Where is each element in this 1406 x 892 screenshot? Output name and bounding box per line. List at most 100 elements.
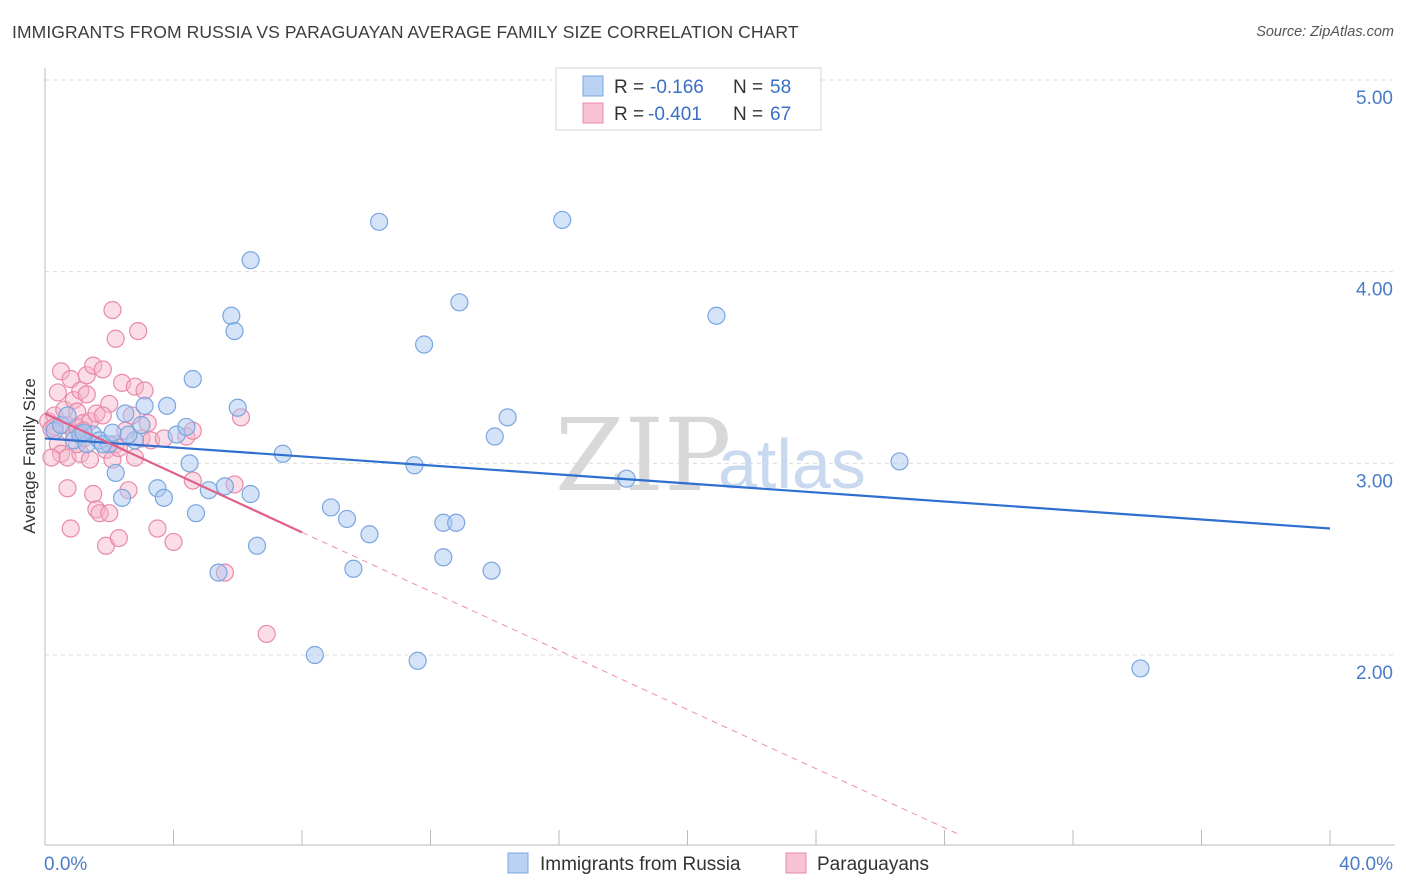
russia-point — [890, 452, 909, 471]
russia-point — [116, 404, 135, 423]
axes — [44, 68, 1395, 846]
paraguay-point — [61, 519, 80, 538]
paraguay-points — [39, 300, 276, 644]
watermark-zip: ZIP — [555, 397, 731, 514]
paraguay-point — [100, 394, 119, 414]
russia-point — [157, 396, 177, 415]
paraguay-point — [58, 479, 77, 498]
paraguay-point — [129, 321, 148, 341]
paraguay-point — [87, 404, 106, 423]
source-credit: Source: ZipAtlas.com — [1256, 24, 1394, 40]
x-tick-label-min: 0.0% — [44, 854, 87, 875]
y-tick-label: 5.00 — [1356, 88, 1393, 109]
russia-point — [434, 548, 453, 567]
paraguay-point — [183, 471, 202, 490]
russia-point — [414, 335, 434, 354]
russia-point — [112, 488, 132, 507]
paraguay-series-name: Paraguayans — [817, 854, 929, 875]
russia-n-value: 58 — [770, 77, 791, 98]
watermark: ZIP atlas — [555, 397, 866, 514]
paraguay-point — [42, 448, 61, 467]
russia-point — [228, 398, 247, 417]
paraguay-series-swatch — [785, 852, 807, 874]
paraguay-n-value: 67 — [770, 104, 791, 125]
paraguay-point — [109, 528, 128, 548]
russia-point — [447, 513, 466, 532]
paraguay-point — [84, 356, 103, 375]
paraguay-point — [100, 504, 119, 523]
grid-lines — [45, 79, 1395, 656]
russia-point — [485, 427, 504, 446]
russia-point — [482, 561, 501, 580]
russia-point — [707, 306, 726, 325]
russia-point — [135, 396, 154, 415]
russia-point — [222, 306, 241, 325]
russia-series-swatch — [507, 852, 529, 874]
paraguay-r-value: -0.401 — [648, 104, 702, 125]
trend-lines — [44, 412, 1331, 836]
russia-point — [408, 651, 427, 670]
paraguay-point — [77, 366, 96, 385]
series-legend: Immigrants from Russia Paraguayans — [507, 852, 929, 875]
russia-point — [321, 498, 341, 517]
paraguay-point — [77, 385, 96, 404]
russia-point — [209, 563, 228, 582]
correlation-legend: R = -0.166 N = 58 R = -0.401 N = 67 — [555, 67, 822, 131]
paraguay-point — [148, 519, 167, 538]
russia-point — [241, 484, 260, 504]
russia-point — [337, 509, 357, 529]
paraguay-point — [106, 329, 125, 348]
paraguay-point — [90, 504, 109, 523]
russia-point — [183, 369, 202, 389]
paraguay-point — [103, 300, 122, 320]
paraguay-point — [48, 383, 67, 402]
russia-point — [247, 536, 267, 555]
russia-point — [553, 210, 572, 230]
paraguay-trend-line — [44, 412, 303, 534]
russia-point — [370, 212, 389, 231]
chart-title: IMMIGRANTS FROM RUSSIA VS PARAGUAYAN AVE… — [12, 22, 799, 42]
paraguay-point — [80, 450, 100, 469]
russia-point — [241, 251, 260, 270]
russia-point — [344, 559, 363, 578]
paraguay-point — [93, 406, 112, 425]
y-tick-label: 3.00 — [1356, 471, 1393, 492]
russia-point — [103, 423, 122, 442]
russia-point — [106, 463, 125, 483]
paraguay-point — [84, 484, 103, 504]
russia-points — [45, 210, 1150, 678]
paraguay-legend-swatch — [582, 102, 604, 124]
russia-r-value: -0.166 — [650, 77, 704, 98]
paraguay-point — [125, 377, 145, 396]
paraguay-trend-extension — [301, 531, 961, 836]
russia-n-label: N = — [733, 77, 763, 98]
russia-point — [177, 417, 196, 437]
y-tick-label: 4.00 — [1356, 280, 1393, 301]
russia-point — [154, 488, 173, 507]
paraguay-point — [257, 624, 276, 644]
x-tick-labels: 0.0% 40.0% — [44, 854, 1393, 875]
y-tick-label: 2.00 — [1356, 663, 1393, 684]
russia-point — [1131, 659, 1150, 678]
russia-point — [498, 408, 517, 427]
russia-point — [360, 525, 379, 544]
russia-point — [305, 645, 324, 665]
y-tick-labels: 2.00 3.00 4.00 5.00 — [1356, 88, 1393, 684]
russia-point — [450, 293, 469, 312]
russia-series-name: Immigrants from Russia — [540, 854, 741, 875]
russia-point — [74, 423, 93, 442]
paraguay-r-label: R = — [614, 104, 644, 125]
paraguay-point — [93, 360, 112, 379]
paraguay-point — [135, 381, 154, 400]
russia-legend-swatch — [582, 75, 604, 97]
russia-point — [225, 321, 244, 341]
paraguay-point — [51, 362, 71, 381]
paraguay-n-label: N = — [733, 104, 763, 125]
russia-point — [215, 477, 234, 496]
y-axis-label: Average Family Size — [20, 378, 39, 534]
russia-point — [180, 454, 199, 473]
russia-trend-line — [44, 437, 1331, 530]
paraguay-point — [164, 532, 183, 552]
russia-point — [186, 504, 206, 523]
